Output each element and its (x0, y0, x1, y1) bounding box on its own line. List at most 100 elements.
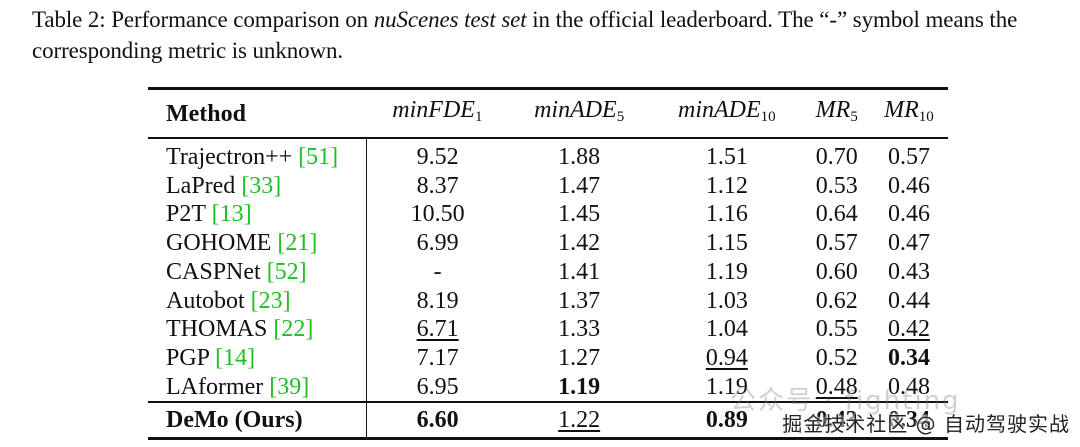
ours-value-cell: 1.22 (508, 401, 651, 441)
method-cell: Trajectron++ [51] (148, 138, 367, 172)
ours-value-cell: 0.43 (803, 401, 870, 441)
ours-value-cell: 6.60 (366, 401, 509, 441)
citation-link[interactable]: [21] (277, 230, 318, 257)
value-cell: 0.62 (815, 287, 858, 314)
value-cell: 9.52 (416, 144, 459, 170)
value-cell: 1.88 (558, 144, 601, 170)
value-cell: 1.33 (558, 316, 601, 343)
ours-value-cell: 0.34 (869, 401, 948, 441)
header-minade5: minADE5 (508, 87, 651, 139)
value-cell: 6.99 (416, 230, 459, 257)
value-cell: 1.04 (705, 316, 748, 343)
value-cell: 0.48 (804, 373, 870, 403)
value-cell: 1.27 (558, 344, 601, 371)
header-minade5-base: minADE (534, 97, 617, 123)
watermark: 掘金技术社区 @ 自动驾驶实战 (782, 412, 1070, 436)
citation-link[interactable]: [13] (211, 201, 252, 228)
bold-value: 0.34 (887, 344, 930, 371)
citation-link[interactable]: [23] (250, 287, 291, 314)
method-name: THOMAS (166, 316, 274, 343)
ours-value-cell: 0.89 (650, 401, 804, 441)
method-name: GOHOME (166, 230, 278, 257)
value-cell: 1.19 (508, 373, 650, 403)
value-cell: 8.37 (416, 172, 459, 199)
method-name: Autobot (166, 287, 251, 314)
header-minade10-sub: 10 (760, 109, 776, 125)
value-cell: 10.50 (410, 201, 465, 228)
underlined-value: 1.22 (558, 407, 601, 434)
underlined-value: 0.94 (705, 344, 748, 371)
method-cell: LAformer [39] (148, 372, 367, 403)
value-cell: 0.64 (815, 201, 858, 228)
value-cell: 0.44 (887, 287, 930, 314)
value-cell: 0.57 (887, 144, 930, 170)
header-minade5-sub: 5 (616, 109, 625, 125)
table-row: Trajectron++ [51] 9.52 1.88 1.51 0.70 0.… (148, 138, 948, 172)
citation-link[interactable]: [52] (266, 258, 307, 285)
citation-link[interactable]: [39] (269, 373, 310, 400)
value-cell: 1.45 (558, 201, 601, 228)
value-cell: 7.17 (416, 344, 459, 371)
value-cell: 0.48 (887, 373, 930, 400)
method-name: LaPred (166, 172, 242, 199)
value-cell: 1.15 (705, 230, 748, 257)
value-cell: 0.70 (815, 144, 858, 170)
value-cell: 0.34 (870, 344, 948, 373)
citation-link[interactable]: [51] (298, 144, 339, 170)
header-mr5-base: MR (815, 97, 851, 123)
citation-link[interactable]: [14] (215, 344, 256, 371)
table-row: CASPNet [52] - 1.41 1.19 0.60 0.43 (148, 257, 948, 287)
caption-emphasis: nuScenes test set (373, 7, 527, 32)
method-name: P2T (166, 201, 212, 228)
value-cell: - (433, 258, 442, 285)
header-mr10-sub: 10 (918, 109, 934, 125)
results-table: Method minFDE1 minADE5 minADE10 MR5 MR10… (148, 87, 948, 441)
header-minade10: minADE10 (650, 87, 804, 139)
header-minfde1-base: minFDE (392, 97, 475, 123)
table-row: GOHOME [21] 6.99 1.42 1.15 0.57 0.47 (148, 229, 948, 258)
ours-method-cell: DeMo (Ours) (148, 401, 367, 441)
value-cell: 0.52 (815, 344, 858, 371)
table-row: THOMAS [22] 6.71 1.33 1.04 0.55 0.42 (148, 315, 948, 344)
method-cell: CASPNet [52] (148, 257, 367, 287)
underlined-value: 6.71 (416, 316, 459, 343)
value-cell: 1.19 (705, 373, 748, 400)
value-cell: 1.37 (558, 287, 601, 314)
table-row: LaPred [33] 8.37 1.47 1.12 0.53 0.46 (148, 171, 948, 201)
underlined-value: 0.48 (815, 373, 858, 400)
method-name: CASPNet (166, 258, 267, 285)
table-row: PGP [14] 7.17 1.27 0.94 0.52 0.34 (148, 343, 948, 373)
value-cell: 0.60 (815, 258, 858, 285)
underlined-value: 0.42 (887, 316, 930, 343)
value-cell: 6.71 (367, 315, 509, 344)
table-row: LAformer [39] 6.95 1.19 1.19 0.48 0.48 (148, 372, 948, 403)
table-caption: Table 2: Performance comparison on nuSce… (32, 4, 1072, 66)
header-minade10-base: minADE (677, 97, 761, 123)
method-cell: LaPred [33] (148, 171, 367, 201)
header-mr5: MR5 (803, 87, 870, 139)
value-cell: 0.46 (887, 172, 930, 199)
value-cell: 0.46 (887, 201, 930, 228)
citation-link[interactable]: [33] (241, 172, 282, 199)
value-cell: 1.41 (558, 258, 601, 285)
value-cell: 1.19 (705, 258, 748, 285)
caption-suffix: in the official leaderboard. The “-” sym… (32, 7, 1018, 63)
header-mr10-base: MR (884, 97, 919, 123)
value-cell: 1.03 (705, 287, 748, 314)
value-cell: 0.47 (887, 230, 930, 257)
value-cell: 0.55 (815, 316, 858, 343)
citation-link[interactable]: [22] (273, 316, 314, 343)
header-method: Method (148, 87, 367, 139)
value-cell: 1.12 (705, 172, 748, 199)
method-name: Trajectron++ (166, 144, 299, 170)
value-cell: 8.19 (416, 287, 459, 314)
method-name: PGP (166, 344, 216, 371)
value-cell: 1.42 (558, 230, 601, 257)
caption-prefix: Table 2: Performance comparison on (32, 7, 374, 32)
ours-row: DeMo (Ours) 6.60 1.22 0.89 0.43 0.34 (148, 401, 948, 441)
header-minfde1-sub: 1 (474, 109, 483, 125)
value-cell: 0.53 (815, 172, 858, 199)
header-minfde1: minFDE1 (366, 87, 509, 139)
value-cell: 0.57 (815, 230, 858, 257)
header-row: Method minFDE1 minADE5 minADE10 MR5 MR10 (148, 87, 948, 139)
